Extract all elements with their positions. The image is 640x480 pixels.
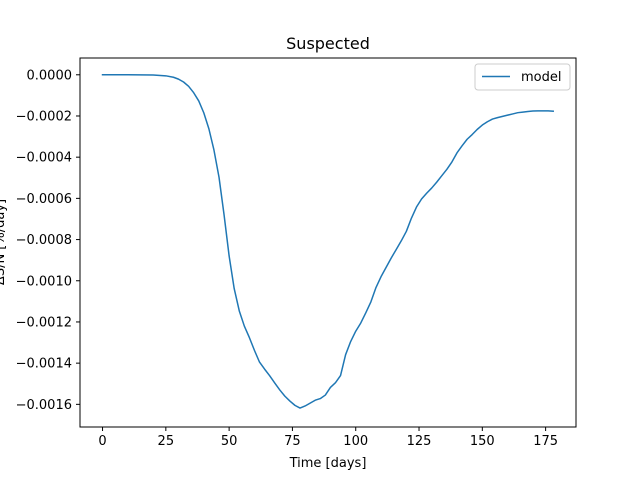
chart-title: Suspected (286, 34, 370, 53)
legend-box (474, 63, 571, 91)
y-axis-ticks: 0.0000 −0.0002 −0.0004 −0.0006 −0.0008 −0.001… (16, 68, 80, 413)
series-layer (101, 74, 555, 409)
series-line-model (101, 74, 555, 409)
y-tick-label: −0.0006 (16, 192, 72, 207)
legend: model (474, 63, 571, 91)
y-tick-label: −0.0012 (16, 315, 72, 330)
x-tick-label: 0 (98, 434, 106, 449)
x-tick-label: 75 (284, 434, 301, 449)
y-tick-label: 0.0000 (27, 68, 73, 83)
legend-label-model: model (521, 70, 561, 85)
plot-area (80, 58, 576, 427)
x-tick-label: 175 (533, 434, 558, 449)
x-axis-label: Time [days] (289, 456, 367, 471)
y-tick-label: −0.0010 (16, 274, 72, 289)
y-tick-label: −0.0004 (16, 151, 72, 166)
y-tick-label: −0.0014 (16, 357, 72, 372)
y-axis-label: ΔS/N [%/day] (0, 199, 8, 285)
y-tick-label: −0.0002 (16, 109, 72, 124)
y-tick-label: −0.0016 (16, 398, 72, 413)
x-tick-label: 125 (407, 434, 432, 449)
x-tick-label: 100 (343, 434, 368, 449)
x-tick-label: 25 (158, 434, 175, 449)
y-tick-label: −0.0008 (16, 233, 72, 248)
x-tick-label: 50 (221, 434, 238, 449)
x-tick-label: 150 (470, 434, 495, 449)
plot-frame (79, 57, 577, 428)
x-axis-ticks: 0 25 50 75 100 125 150 175 (98, 427, 558, 449)
